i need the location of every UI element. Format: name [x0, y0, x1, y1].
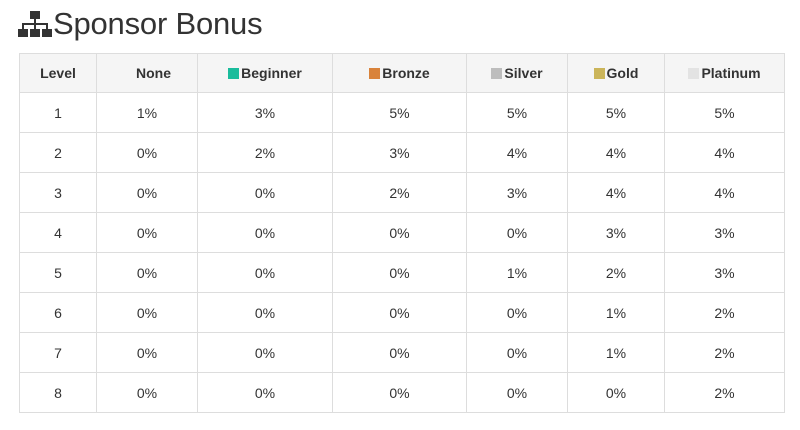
bonus-percent-cell: 0% — [96, 372, 198, 413]
bonus-percent-cell: 0% — [197, 292, 333, 333]
level-cell: 5 — [19, 252, 97, 293]
bonus-percent-cell: 1% — [466, 252, 568, 293]
column-header-silver: Silver — [466, 53, 568, 93]
bonus-percent-cell: 4% — [567, 132, 665, 173]
sponsor-bonus-table: Level None Beginner Bronze Silver Gold Platin… — [19, 53, 785, 413]
bonus-percent-cell: 2% — [664, 372, 785, 413]
bonus-percent-cell: 0% — [197, 252, 333, 293]
page-title: Sponsor Bonus — [53, 6, 263, 41]
rank-color-swatch — [228, 68, 240, 79]
bonus-percent-cell: 0% — [197, 212, 333, 253]
table-row: 7 0% 0% 0% 0% 1% 2% — [19, 332, 785, 373]
column-header-label: Gold — [606, 65, 639, 81]
bonus-percent-cell: 2% — [664, 332, 785, 373]
column-header-label: Beginner — [241, 65, 302, 81]
bonus-percent-cell: 3% — [197, 92, 333, 133]
column-header-label: Platinum — [701, 65, 761, 81]
bonus-percent-cell: 1% — [96, 92, 198, 133]
table-body: 1 1% 3% 5% 5% 5% 5% 2 0% 2% 3% 4% 4% 4% 3 0% 0% 2% 3% 4% 4% 4… — [19, 92, 785, 413]
bonus-percent-cell: 0% — [466, 332, 568, 373]
bonus-percent-cell: 0% — [96, 292, 198, 333]
level-cell: 7 — [19, 332, 97, 373]
bonus-percent-cell: 5% — [567, 92, 665, 133]
bonus-percent-cell: 3% — [664, 212, 785, 253]
column-header-platinum: Platinum — [664, 53, 785, 93]
level-cell: 2 — [19, 132, 97, 173]
column-header-gold: Gold — [567, 53, 665, 93]
bonus-percent-cell: 0% — [332, 332, 467, 373]
level-cell: 3 — [19, 172, 97, 213]
header-row: Level None Beginner Bronze Silver Gold Platin… — [19, 53, 785, 93]
column-header-none: None — [96, 53, 198, 93]
table-row: 1 1% 3% 5% 5% 5% 5% — [19, 92, 785, 133]
rank-color-swatch — [593, 68, 605, 79]
bonus-percent-cell: 5% — [664, 92, 785, 133]
bonus-percent-cell: 0% — [197, 372, 333, 413]
column-header-label: None — [136, 65, 171, 81]
bonus-percent-cell: 0% — [96, 212, 198, 253]
level-cell: 1 — [19, 92, 97, 133]
sitemap-icon — [18, 10, 52, 38]
bonus-percent-cell: 4% — [466, 132, 568, 173]
bonus-percent-cell: 4% — [567, 172, 665, 213]
bonus-percent-cell: 0% — [332, 212, 467, 253]
bonus-percent-cell: 0% — [96, 252, 198, 293]
table-row: 5 0% 0% 0% 1% 2% 3% — [19, 252, 785, 293]
bonus-percent-cell: 2% — [332, 172, 467, 213]
table-row: 2 0% 2% 3% 4% 4% 4% — [19, 132, 785, 173]
table-row: 3 0% 0% 2% 3% 4% 4% — [19, 172, 785, 213]
bonus-percent-cell: 0% — [96, 172, 198, 213]
bonus-percent-cell: 0% — [96, 132, 198, 173]
table-row: 4 0% 0% 0% 0% 3% 3% — [19, 212, 785, 253]
sponsor-bonus-table-wrapper: Level None Beginner Bronze Silver Gold Platin… — [19, 53, 785, 413]
bonus-percent-cell: 0% — [332, 372, 467, 413]
bonus-percent-cell: 0% — [567, 372, 665, 413]
bonus-percent-cell: 3% — [664, 252, 785, 293]
bonus-percent-cell: 0% — [197, 332, 333, 373]
column-header-label: Bronze — [382, 65, 430, 81]
level-column-header: Level — [19, 53, 97, 93]
rank-color-swatch — [688, 68, 700, 79]
bonus-percent-cell: 5% — [466, 92, 568, 133]
bonus-percent-cell: 3% — [332, 132, 467, 173]
rank-color-swatch — [491, 68, 503, 79]
bonus-percent-cell: 0% — [466, 212, 568, 253]
bonus-percent-cell: 4% — [664, 132, 785, 173]
bonus-percent-cell: 0% — [96, 332, 198, 373]
bonus-percent-cell: 0% — [466, 372, 568, 413]
bonus-percent-cell: 5% — [332, 92, 467, 133]
bonus-percent-cell: 3% — [466, 172, 568, 213]
level-cell: 8 — [19, 372, 97, 413]
bonus-percent-cell: 2% — [567, 252, 665, 293]
bonus-percent-cell: 3% — [567, 212, 665, 253]
column-header-bronze: Bronze — [332, 53, 467, 93]
page-header: Sponsor Bonus — [18, 4, 263, 44]
table-header: Level None Beginner Bronze Silver Gold Platin… — [19, 53, 785, 93]
table-row: 6 0% 0% 0% 0% 1% 2% — [19, 292, 785, 333]
bonus-percent-cell: 2% — [197, 132, 333, 173]
bonus-percent-cell: 2% — [664, 292, 785, 333]
bonus-percent-cell: 0% — [332, 252, 467, 293]
column-header-label: Silver — [504, 65, 543, 81]
bonus-percent-cell: 4% — [664, 172, 785, 213]
level-cell: 6 — [19, 292, 97, 333]
bonus-percent-cell: 0% — [197, 172, 333, 213]
table-row: 8 0% 0% 0% 0% 0% 2% — [19, 372, 785, 413]
bonus-percent-cell: 1% — [567, 292, 665, 333]
bonus-percent-cell: 0% — [332, 292, 467, 333]
rank-color-swatch — [123, 68, 134, 79]
rank-color-swatch — [369, 68, 381, 79]
column-header-beginner: Beginner — [197, 53, 333, 93]
bonus-percent-cell: 0% — [466, 292, 568, 333]
bonus-percent-cell: 1% — [567, 332, 665, 373]
level-cell: 4 — [19, 212, 97, 253]
